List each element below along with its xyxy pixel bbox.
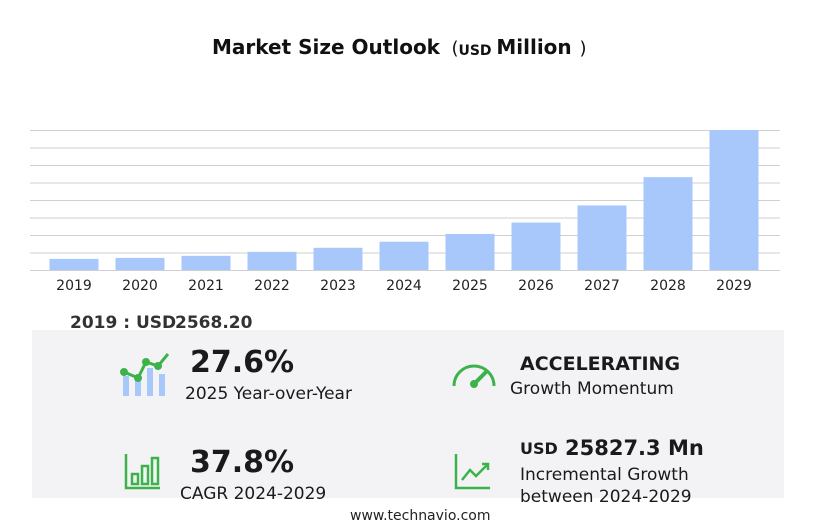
x-tick-label: 2026 bbox=[518, 278, 554, 294]
bar bbox=[115, 257, 165, 270]
bar bbox=[709, 130, 759, 270]
title-paren: ( bbox=[451, 38, 458, 59]
momentum-label: Growth Momentum bbox=[510, 379, 674, 399]
chart: Market Size Outlook ( USD Million ) 2019… bbox=[30, 35, 780, 294]
bar bbox=[49, 258, 99, 270]
x-tick-label: 2020 bbox=[122, 278, 158, 294]
incr-currency: USD bbox=[520, 439, 558, 458]
title-paren: ) bbox=[579, 38, 586, 59]
bar bbox=[313, 247, 363, 270]
yoy-icon bbox=[120, 353, 170, 396]
incr-label: Incremental Growth bbox=[520, 465, 689, 485]
momentum-icon bbox=[452, 364, 496, 388]
title-currency: USD bbox=[458, 43, 491, 59]
cagr-label: CAGR 2024-2029 bbox=[180, 484, 327, 504]
cagr-icon bbox=[124, 454, 160, 490]
cagr-value: 37.8% bbox=[190, 445, 295, 480]
yoy-label: 2025 Year-over-Year bbox=[185, 384, 352, 404]
bar bbox=[577, 205, 627, 270]
bar bbox=[643, 177, 693, 270]
x-tick-label: 2029 bbox=[716, 278, 752, 294]
bar bbox=[379, 241, 429, 270]
x-tick-label: 2024 bbox=[386, 278, 422, 294]
incr-icon bbox=[454, 454, 490, 490]
x-tick-label: 2021 bbox=[188, 278, 224, 294]
x-tick-label: 2023 bbox=[320, 278, 356, 294]
x-tick-label: 2028 bbox=[650, 278, 686, 294]
bar bbox=[511, 222, 561, 270]
incr-label: between 2024-2029 bbox=[520, 487, 692, 507]
bar bbox=[247, 251, 297, 270]
footer: www.technavio.com bbox=[350, 508, 491, 524]
x-tick-label: 2019 bbox=[56, 278, 92, 294]
base-year: 2019 : USD bbox=[70, 313, 177, 333]
incr-value: 25827.3 Mn bbox=[565, 436, 704, 460]
grid bbox=[30, 130, 780, 271]
momentum-value: ACCELERATING bbox=[520, 353, 681, 375]
x-tick-label: 2022 bbox=[254, 278, 290, 294]
yoy-value: 27.6% bbox=[190, 345, 295, 380]
bar bbox=[181, 255, 231, 270]
title-unit: Million bbox=[496, 35, 571, 59]
chart-title: Market Size Outlook bbox=[212, 35, 441, 59]
x-tick-label: 2025 bbox=[452, 278, 488, 294]
base-value: 2568.20 bbox=[175, 313, 253, 333]
x-tick-label: 2027 bbox=[584, 278, 620, 294]
bar bbox=[445, 233, 495, 270]
